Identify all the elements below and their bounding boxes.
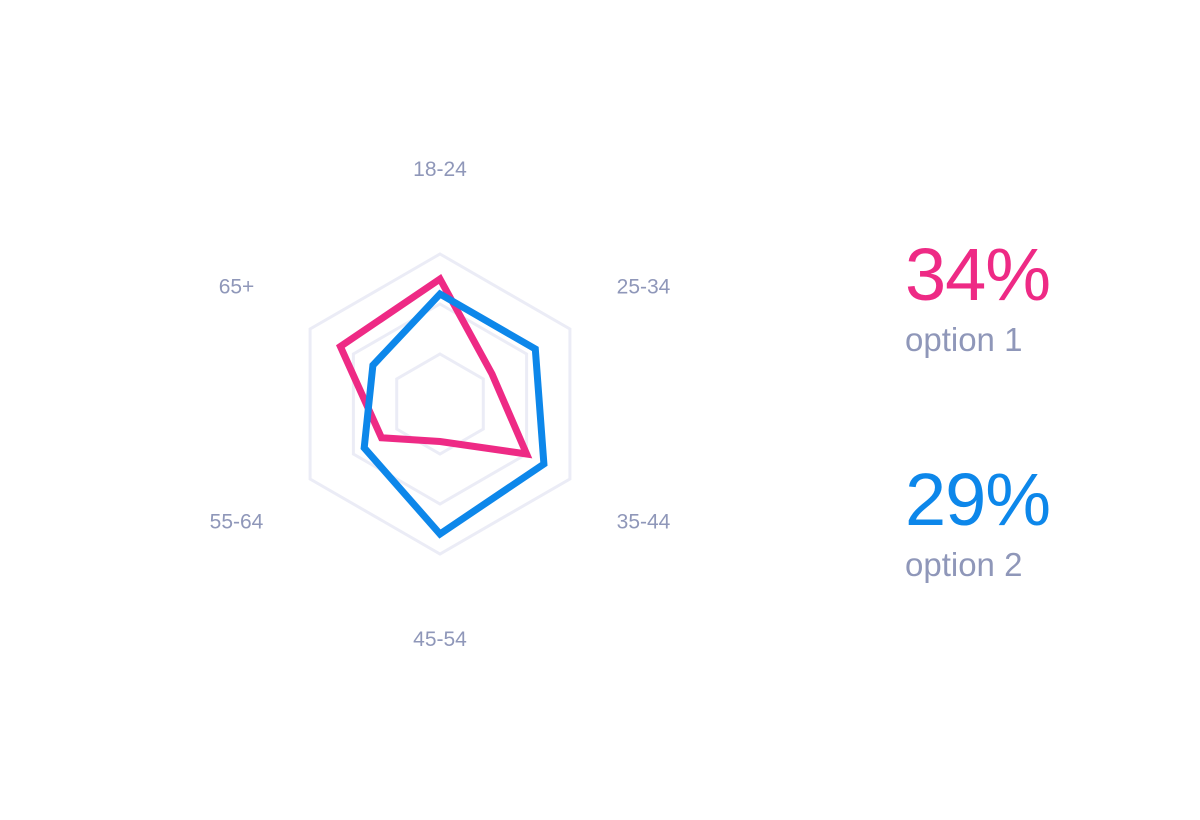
- legend-value-option-1: 34%: [905, 233, 1051, 316]
- legend-item-option-1: 34% option 1: [905, 232, 1175, 457]
- radar-series-lines: [336, 273, 548, 539]
- legend: 34% option 1 29% option 2: [905, 232, 1175, 682]
- axis-label-55-64: 55-64: [210, 511, 264, 534]
- axis-label-45-54: 45-54: [413, 628, 467, 651]
- grid-ring-3: [308, 252, 572, 556]
- axis-label-18-24: 18-24: [413, 158, 467, 181]
- radar-axis-labels: 18-24 25-34 35-44 45-54 55-64 65+: [210, 158, 671, 651]
- radar-chart: 18-24 25-34 35-44 45-54 55-64 65+: [210, 158, 671, 651]
- axis-label-35-44: 35-44: [617, 511, 671, 534]
- series-line-1: [336, 273, 533, 459]
- grid-ring-1: [395, 352, 485, 456]
- legend-label-option-2: option 2: [905, 546, 1023, 583]
- axis-label-25-34: 25-34: [617, 276, 671, 299]
- legend-item-option-2: 29% option 2: [905, 457, 1175, 682]
- legend-label-option-1: option 1: [905, 321, 1023, 358]
- legend-value-option-2: 29%: [905, 458, 1051, 541]
- grid-ring-2: [351, 302, 529, 506]
- axis-label-65plus: 65+: [219, 276, 255, 299]
- radar-grid: [308, 252, 572, 556]
- series-line-2: [360, 289, 548, 539]
